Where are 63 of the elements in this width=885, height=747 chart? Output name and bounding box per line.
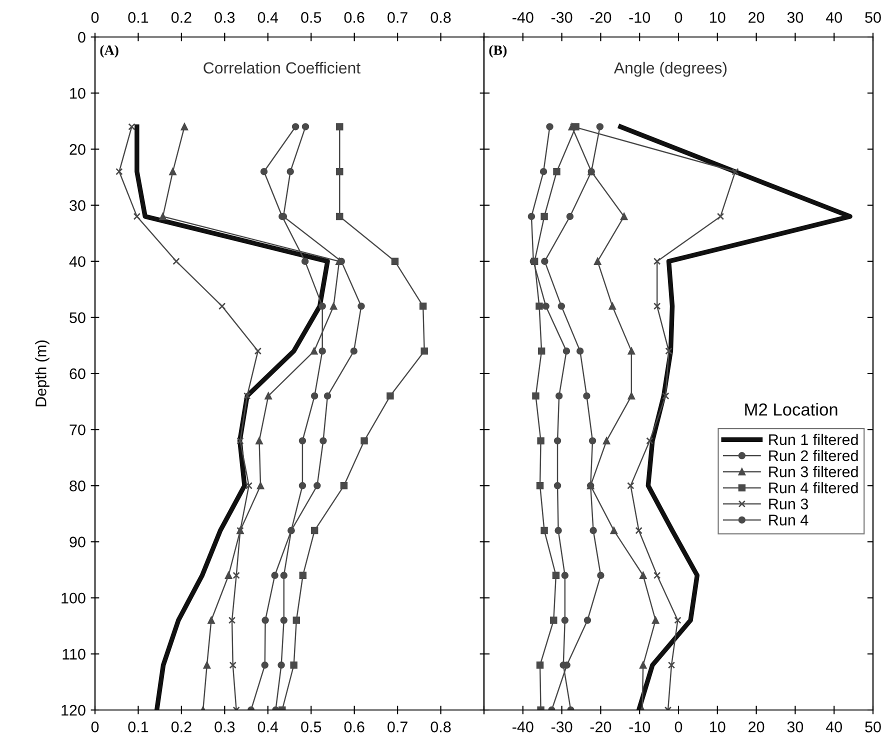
- x2-tick-label: -30: [551, 12, 572, 23]
- legend-label: Run 4 filtered: [769, 482, 858, 494]
- x-tick-label: 40: [826, 722, 842, 732]
- legend-label: Run 2 filtered: [769, 450, 858, 462]
- x-axis-title: Angle (degrees): [614, 62, 727, 77]
- text: (A): [100, 45, 118, 58]
- x2-tick-label: 20: [748, 12, 764, 23]
- legend-title: M2 Location: [745, 402, 838, 416]
- x2-tick-label: 0.2: [171, 12, 192, 23]
- x2-tick-label: 0.7: [388, 12, 408, 23]
- y-axis-title: Depth (m): [35, 340, 50, 406]
- x2-tick-label: 30: [787, 12, 804, 23]
- x-tick-label: 0: [674, 722, 682, 732]
- x-tick-label: 0.4: [258, 722, 278, 732]
- y-tick-label: 100: [62, 592, 86, 604]
- legend-label: Run 1 filtered: [769, 434, 858, 446]
- x-tick-label: 20: [748, 722, 764, 732]
- x-tick-label: 50: [865, 722, 881, 732]
- x-tick-label: -10: [629, 722, 650, 732]
- legend-label: Run 4: [769, 514, 808, 526]
- x2-tick-label: -20: [590, 12, 612, 23]
- y-tick-label: 70: [70, 424, 86, 436]
- y-tick-label: 120: [62, 704, 86, 716]
- x-tick-label: 0: [91, 722, 99, 732]
- legend-label: Run 3: [769, 498, 808, 510]
- x-tick-label: 0.5: [301, 722, 322, 732]
- x-tick-label: -20: [590, 722, 612, 732]
- x2-tick-label: 50: [865, 12, 881, 23]
- x-tick-label: 0.8: [430, 722, 451, 732]
- legend-label: Run 3 filtered: [769, 466, 858, 478]
- x2-tick-label: 0.4: [258, 12, 278, 23]
- text: (B): [489, 45, 507, 58]
- x2-tick-label: 0.8: [430, 12, 451, 23]
- x-tick-label: 0.2: [171, 722, 192, 732]
- x-tick-label: 0.6: [344, 722, 364, 732]
- y-tick-label: 60: [70, 368, 86, 380]
- x-tick-label: 0.7: [388, 722, 408, 732]
- x-tick-label: -30: [551, 722, 572, 732]
- y-tick-label: 110: [62, 648, 86, 660]
- x-tick-label: -40: [512, 722, 534, 732]
- x-tick-label: 0.3: [214, 722, 235, 732]
- x2-tick-label: 0: [91, 12, 99, 23]
- y-tick-label: 80: [70, 480, 86, 492]
- y-tick-label: 90: [70, 536, 86, 548]
- y-tick-label: 20: [70, 144, 86, 155]
- x2-tick-label: 0.6: [344, 12, 364, 23]
- y-tick-label: 10: [70, 88, 86, 99]
- x2-tick-label: 10: [710, 12, 726, 23]
- y-tick-label: 50: [70, 312, 86, 324]
- x2-tick-label: -40: [512, 12, 534, 23]
- y-tick-label: 0: [78, 32, 86, 43]
- y-tick-label: 30: [70, 200, 86, 211]
- x2-tick-label: 0.5: [301, 12, 322, 23]
- x2-tick-label: 0: [674, 12, 682, 23]
- x-axis-title: Correlation Coefficient: [204, 62, 360, 74]
- x2-tick-label: -10: [629, 12, 650, 23]
- x2-tick-label: 0.1: [128, 12, 148, 23]
- x2-tick-label: 40: [826, 12, 842, 23]
- x-tick-label: 0.1: [128, 722, 148, 732]
- x2-tick-label: 0.3: [214, 12, 235, 23]
- x-tick-label: 10: [710, 722, 726, 732]
- x-tick-label: 30: [787, 722, 804, 732]
- y-tick-label: 40: [69, 256, 86, 268]
